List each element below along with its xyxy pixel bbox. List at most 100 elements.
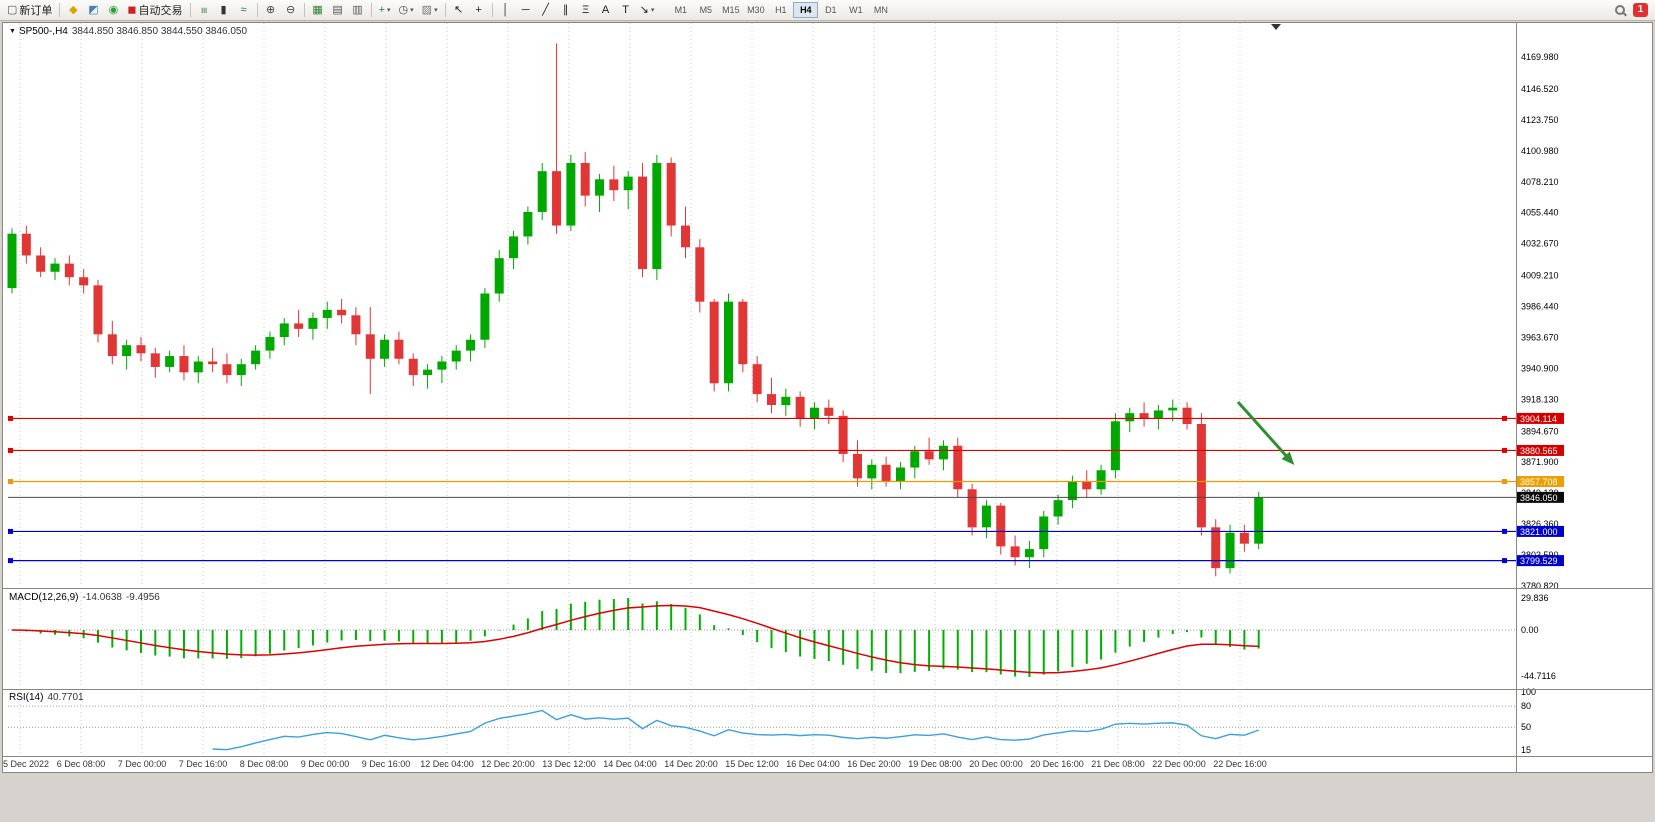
symbol-collapse-icon[interactable]: ▼ bbox=[9, 28, 16, 35]
macd-histogram bbox=[25, 598, 1260, 677]
candle bbox=[938, 445, 948, 460]
zoom-out-button[interactable]: ⊖ bbox=[281, 1, 301, 19]
time-axis-label: 12 Dec 20:00 bbox=[481, 759, 535, 769]
horizontal-line-button[interactable]: ─ bbox=[516, 1, 536, 19]
line-handle[interactable] bbox=[8, 558, 13, 564]
timeframe-button-m30[interactable]: M30 bbox=[743, 2, 768, 18]
candle bbox=[709, 301, 719, 384]
timeframe-button-h1[interactable]: H1 bbox=[768, 2, 793, 18]
candle bbox=[953, 445, 963, 490]
candle bbox=[494, 258, 504, 294]
trendline-button[interactable]: ╱ bbox=[536, 1, 556, 19]
toolbar-separator bbox=[59, 3, 61, 17]
tile-windows-button[interactable]: ▦ bbox=[308, 1, 328, 19]
candle bbox=[1239, 532, 1249, 544]
candle bbox=[107, 334, 117, 357]
line-handle[interactable] bbox=[8, 479, 13, 485]
crosshair-icon: + bbox=[475, 3, 482, 16]
crosshair-button[interactable]: + bbox=[469, 1, 489, 19]
time-axis-label: 19 Dec 08:00 bbox=[908, 759, 962, 769]
candle bbox=[881, 464, 891, 482]
vertical-line-button[interactable]: │ bbox=[496, 1, 516, 19]
text-label-button[interactable]: T bbox=[616, 1, 636, 19]
timeframe-button-d1[interactable]: D1 bbox=[818, 2, 843, 18]
line-handle[interactable] bbox=[1502, 447, 1507, 453]
line-handle[interactable] bbox=[1502, 479, 1507, 485]
channel-button[interactable]: ∥ bbox=[556, 1, 576, 19]
timeframe-button-m1[interactable]: M1 bbox=[668, 2, 693, 18]
channel-icon: ∥ bbox=[562, 3, 569, 16]
search-icon[interactable] bbox=[1615, 5, 1625, 15]
trend-arrow-annotation[interactable] bbox=[1236, 400, 1291, 461]
candlestick-button[interactable]: ▮ bbox=[214, 1, 234, 19]
auto-trading-button[interactable]: ◼ 自动交易 bbox=[123, 1, 186, 19]
candle bbox=[1168, 407, 1178, 411]
time-axis-label: 9 Dec 00:00 bbox=[301, 759, 350, 769]
line-handle[interactable] bbox=[1502, 558, 1507, 564]
new-order-button[interactable]: ▢ 新订单 bbox=[3, 1, 56, 19]
chart-shift-marker[interactable] bbox=[1271, 24, 1281, 30]
fibonacci-button[interactable]: Ξ bbox=[576, 1, 596, 19]
new-order-icon: ▢ bbox=[7, 3, 18, 16]
candle bbox=[236, 364, 246, 376]
candle bbox=[724, 301, 733, 384]
indicators-button[interactable]: + ▾ bbox=[375, 1, 395, 19]
profile-button[interactable]: ◩ bbox=[83, 1, 103, 19]
notification-badge[interactable]: 1 bbox=[1633, 3, 1648, 17]
price-axis-label: 4055.440 bbox=[1521, 208, 1559, 218]
chart-ohlc-values: 3844.850 3846.850 3844.550 3846.050 bbox=[71, 26, 248, 37]
community-button[interactable]: ◉ bbox=[103, 1, 123, 19]
cursor-button[interactable]: ↖ bbox=[449, 1, 469, 19]
templates-button[interactable]: ▨ ▾ bbox=[418, 1, 442, 19]
arrows-button[interactable]: ↘ ▾ bbox=[636, 1, 659, 19]
indicators-icon: + bbox=[378, 3, 385, 16]
price-badge-label: 3821.000 bbox=[1520, 527, 1558, 537]
text-button[interactable]: A bbox=[596, 1, 616, 19]
candle bbox=[1082, 481, 1092, 490]
time-axis[interactable]: 5 Dec 2022 6 Dec 08:00 7 Dec 00:00 7 Dec 16… bbox=[3, 759, 1267, 769]
timeframe-button-mn[interactable]: MN bbox=[868, 2, 893, 18]
macd-scale-label: -44.7116 bbox=[1521, 671, 1556, 681]
candle bbox=[193, 361, 203, 373]
candle bbox=[222, 364, 232, 376]
arrows-icon: ↘ bbox=[639, 3, 649, 16]
candle bbox=[93, 285, 103, 335]
candle bbox=[1139, 413, 1149, 419]
periods-button[interactable]: ◷ ▾ bbox=[395, 1, 418, 19]
price-axis[interactable]: 4169.980 4146.520 4123.750 4100.980 4078.210… bbox=[1521, 52, 1559, 591]
rsi-scale-label: 50 bbox=[1521, 722, 1531, 732]
chart-title: ▼ SP500-,H4 3844.850 3846.850 3844.550 384… bbox=[9, 26, 247, 37]
candle bbox=[265, 337, 275, 351]
dropdown-caret-icon: ▾ bbox=[434, 7, 438, 14]
text-icon: A bbox=[601, 3, 610, 16]
bar-chart-button[interactable]: ≡ bbox=[194, 1, 214, 19]
zoom-in-button[interactable]: ⊕ bbox=[261, 1, 281, 19]
line-handle[interactable] bbox=[8, 415, 13, 421]
candle bbox=[781, 396, 791, 405]
candle bbox=[523, 211, 533, 237]
candle bbox=[423, 369, 433, 376]
rsi-scale-label: 100 bbox=[1521, 687, 1536, 697]
time-axis-label: 16 Dec 04:00 bbox=[786, 759, 840, 769]
candle bbox=[150, 353, 160, 367]
line-handle[interactable] bbox=[8, 528, 13, 534]
metaeditor-button[interactable]: ◆ bbox=[63, 1, 83, 19]
align-charts-button[interactable]: ▥ bbox=[348, 1, 368, 19]
candle bbox=[824, 407, 834, 416]
arrange-windows-button[interactable]: ▤ bbox=[328, 1, 348, 19]
macd-indicator-label: MACD(12,26,9) -14.0638 -9.4956 bbox=[9, 592, 160, 603]
line-handle[interactable] bbox=[8, 447, 13, 453]
timeframe-button-m5[interactable]: M5 bbox=[693, 2, 718, 18]
timeframe-button-h4[interactable]: H4 bbox=[793, 2, 819, 18]
chart-area[interactable] bbox=[2, 22, 1653, 773]
line-chart-button[interactable]: ≈ bbox=[234, 1, 254, 19]
main-toolbar: ▢ 新订单 ◆ ◩ ◉ ◼ 自动交易 ≡ ▮ ≈ ⊕ ⊖ ▦ ▤ ▥ + ▾ ◷ ▾ ▨ ▾ ↖ + │ ─ ╱ ∥ Ξ A T ↘ ▾ M1… bbox=[0, 0, 1655, 21]
timeframe-button-m15[interactable]: M15 bbox=[718, 2, 743, 18]
price-badge-label: 3904.114 bbox=[1520, 414, 1557, 424]
line-handle[interactable] bbox=[1502, 528, 1507, 534]
timeframe-button-w1[interactable]: W1 bbox=[843, 2, 868, 18]
macd-scale-label: 29.836 bbox=[1521, 593, 1549, 603]
line-handle[interactable] bbox=[1502, 415, 1507, 421]
